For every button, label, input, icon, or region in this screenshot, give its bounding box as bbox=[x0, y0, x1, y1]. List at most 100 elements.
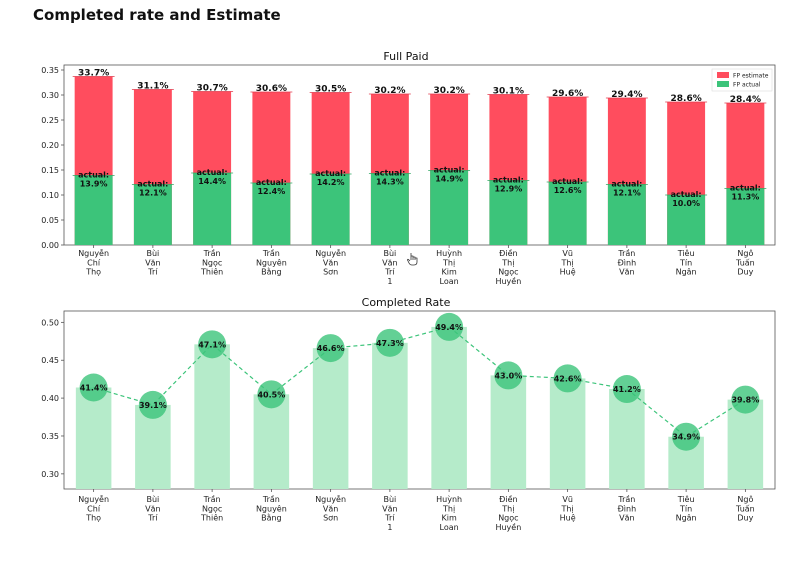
actual-data-label-line: actual: bbox=[671, 190, 702, 199]
x-tick-label-line: Ngô bbox=[737, 494, 753, 504]
rate-point bbox=[435, 312, 464, 341]
x-tick-label: Nguyễn Chí Thọ bbox=[78, 248, 109, 277]
actual-bar bbox=[133, 184, 172, 245]
x-tick-label-line: 1 bbox=[387, 523, 392, 532]
x-tick-label-line: Đình bbox=[618, 504, 637, 513]
x-tick-label-line: 1 bbox=[387, 277, 392, 286]
x-tick-label: Nguyễn Chí Thọ bbox=[78, 494, 109, 523]
actual-data-label: actual: 14.3% bbox=[374, 169, 405, 187]
rate-data-label: 42.6% bbox=[554, 374, 582, 383]
x-tick-label-line: Bằng bbox=[261, 513, 282, 523]
x-tick-label-line: Văn bbox=[145, 258, 160, 267]
actual-bar bbox=[548, 182, 587, 245]
x-tick-label-line: Kim bbox=[441, 268, 456, 277]
y-tick-label: 0.45 bbox=[41, 356, 59, 365]
x-tick-label: Điền Thị Ngọc Huyền bbox=[495, 494, 521, 532]
actual-data-label-line: actual: bbox=[434, 166, 465, 175]
rate-data-label: 47.3% bbox=[376, 339, 404, 348]
x-tick-label-line: Duy bbox=[737, 268, 753, 277]
x-tick-label: Nguyễn Văn Sơn bbox=[315, 248, 346, 277]
rate-point bbox=[198, 330, 227, 359]
rate-bar bbox=[135, 404, 171, 489]
x-tick-label-line: Văn bbox=[145, 504, 160, 513]
x-tick-label-line: Chí bbox=[87, 258, 101, 267]
actual-bar bbox=[370, 173, 409, 245]
actual-data-label-line: 14.3% bbox=[376, 178, 404, 187]
rate-data-label: 41.4% bbox=[80, 384, 108, 393]
completedrate-bars bbox=[75, 326, 764, 489]
x-tick-label-line: Trần bbox=[262, 494, 280, 504]
x-tick-label-line: Trần bbox=[203, 248, 221, 258]
x-tick-label-line: Huỳnh bbox=[436, 249, 462, 258]
x-tick-label-line: Nguyễn bbox=[315, 248, 346, 258]
x-tick-label-line: Tiêu bbox=[677, 494, 695, 504]
x-tick-label-line: Văn bbox=[619, 514, 634, 523]
actual-data-label: actual: 12.4% bbox=[256, 178, 287, 196]
x-tick-label-line: Ngọc bbox=[498, 514, 518, 523]
actual-data-label: actual: 12.1% bbox=[137, 180, 168, 198]
rate-point bbox=[79, 373, 108, 402]
actual-data-label: actual: 12.9% bbox=[493, 176, 524, 194]
x-tick-label-line: Đình bbox=[618, 258, 637, 267]
fullpaid-title: Full Paid bbox=[383, 50, 428, 63]
x-tick-label-line: Vũ bbox=[562, 495, 573, 504]
x-tick-label-line: Ngô bbox=[737, 248, 753, 258]
x-tick-label-line: Văn bbox=[382, 258, 397, 267]
rate-point bbox=[316, 334, 345, 363]
x-tick-label-line: Ngân bbox=[676, 514, 697, 523]
rate-bar bbox=[194, 344, 230, 489]
estimate-data-label: 28.6% bbox=[671, 94, 702, 104]
y-tick-label: 0.00 bbox=[41, 241, 59, 250]
legend-swatch-actual bbox=[717, 81, 729, 87]
x-tick-label-line: Loan bbox=[440, 523, 459, 532]
x-tick-label-line: Ngọc bbox=[498, 268, 518, 277]
legend-label-estimate: FP estimate bbox=[733, 73, 769, 80]
x-tick-label-line: Bùi bbox=[383, 249, 396, 258]
actual-bar bbox=[430, 170, 469, 245]
estimate-data-label: 28.4% bbox=[730, 95, 761, 105]
x-tick-label-line: Bùi bbox=[146, 495, 159, 504]
x-tick-label-line: Trần bbox=[203, 494, 221, 504]
x-tick-label: Vũ Thị Huệ bbox=[560, 495, 576, 523]
rate-bar bbox=[431, 326, 467, 489]
x-tick-label-line: Tuấn bbox=[735, 503, 755, 513]
estimate-data-label: 30.1% bbox=[493, 87, 524, 97]
rate-data-label: 39.8% bbox=[731, 396, 759, 405]
x-tick-label-line: Thị bbox=[561, 504, 574, 514]
x-tick-label-line: Tín bbox=[679, 504, 692, 513]
x-tick-label: Bùi Văn Trí bbox=[145, 495, 160, 523]
x-tick-label-line: Thiên bbox=[200, 513, 223, 523]
x-tick-label-line: Trần bbox=[617, 494, 635, 504]
actual-data-label-line: 14.2% bbox=[317, 178, 345, 187]
actual-data-label-line: actual: bbox=[137, 180, 168, 189]
hand-cursor-icon bbox=[407, 253, 418, 266]
actual-data-label-line: 12.1% bbox=[139, 189, 167, 198]
x-tick-label-line: Vũ bbox=[562, 249, 573, 258]
actual-data-label-line: 12.6% bbox=[554, 186, 582, 195]
rate-point bbox=[612, 375, 641, 404]
fullpaid-plot-area bbox=[63, 64, 776, 246]
actual-data-label: actual: 14.2% bbox=[315, 169, 346, 187]
rate-bar bbox=[253, 394, 290, 489]
actual-data-label-line: actual: bbox=[552, 177, 583, 186]
rate-data-label: 39.1% bbox=[139, 401, 167, 410]
actual-data-label-line: actual: bbox=[493, 176, 524, 185]
actual-data-label-line: 12.4% bbox=[257, 187, 285, 196]
x-tick-label-line: Ngọc bbox=[202, 258, 222, 267]
x-tick-label-line: Điền bbox=[499, 494, 517, 504]
rate-bar bbox=[549, 378, 586, 489]
page-title: Completed rate and Estimate bbox=[33, 6, 281, 24]
x-tick-label-line: Tín bbox=[679, 258, 692, 267]
actual-bar bbox=[607, 184, 646, 245]
y-tick-label: 0.20 bbox=[41, 141, 59, 150]
actual-bar bbox=[726, 188, 765, 245]
fullpaid-bars: 33.7%actual: 13.9%31.1%actual: 12.1%30.7%a… bbox=[72, 69, 767, 245]
x-tick-label: Trần Đình Văn bbox=[617, 494, 636, 523]
x-tick-label-line: Trí bbox=[384, 268, 395, 277]
actual-data-label: actual: 11.3% bbox=[730, 184, 761, 202]
rate-bar bbox=[490, 375, 527, 489]
x-tick-label: Vũ Thị Huệ bbox=[560, 249, 576, 277]
y-tick-label: 0.30 bbox=[41, 91, 59, 100]
actual-data-label-line: 14.4% bbox=[198, 177, 226, 186]
estimate-data-label: 30.5% bbox=[315, 85, 346, 95]
